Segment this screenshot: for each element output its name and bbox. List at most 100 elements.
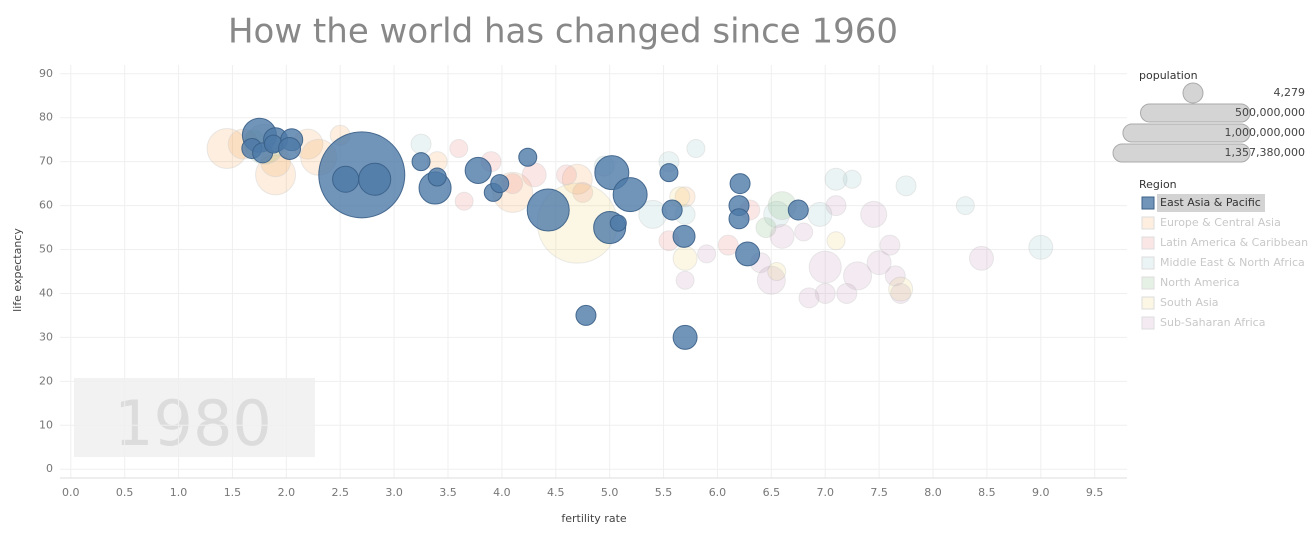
- bubble: [755, 217, 777, 239]
- y-axis-label: life expectancy: [11, 228, 24, 312]
- y-tick-label: 70: [39, 155, 53, 168]
- bubble: [794, 222, 814, 242]
- bubble: [661, 199, 683, 221]
- y-tick-label: 0: [46, 462, 53, 475]
- x-tick-label: 1.0: [170, 486, 188, 499]
- legend-swatch: [1141, 296, 1155, 310]
- x-tick-label: 9.5: [1086, 486, 1104, 499]
- legend-swatch: [1141, 216, 1155, 230]
- bubble: [449, 138, 469, 158]
- x-tick-label: 7.0: [816, 486, 834, 499]
- size-legend-title: population: [1139, 69, 1198, 82]
- x-tick-label: 0.0: [62, 486, 80, 499]
- bubble: [955, 196, 975, 216]
- size-legend-label: 500,000,000: [1235, 106, 1305, 119]
- size-legend-mark: [1112, 143, 1251, 163]
- legend-swatch: [1141, 236, 1155, 250]
- legend-swatch: [1141, 316, 1155, 330]
- legend-label: South Asia: [1160, 296, 1219, 309]
- bubble: [575, 304, 597, 326]
- y-tick-label: 30: [39, 330, 53, 343]
- color-legend-title: Region: [1139, 178, 1177, 191]
- bubble: [787, 199, 809, 221]
- bubble: [729, 173, 751, 195]
- size-legend-mark: [1122, 123, 1251, 143]
- bubble: [769, 223, 795, 249]
- x-tick-label: 4.5: [547, 486, 565, 499]
- y-tick-label: 20: [39, 374, 53, 387]
- bubble: [895, 175, 917, 197]
- bubble: [255, 154, 297, 196]
- x-tick-label: 5.0: [601, 486, 619, 499]
- legend-swatch: [1141, 256, 1155, 270]
- bubble: [697, 244, 717, 264]
- bubble: [717, 234, 739, 256]
- bubble: [518, 147, 538, 167]
- bubble: [879, 234, 901, 256]
- x-tick-label: 4.0: [493, 486, 511, 499]
- bubble: [411, 152, 431, 172]
- bubble: [860, 200, 888, 228]
- bubble: [561, 163, 593, 195]
- size-legend-mark: [1182, 82, 1204, 104]
- size-legend-label: 1,357,380,000: [1225, 146, 1305, 159]
- x-tick-label: 7.5: [870, 486, 888, 499]
- legend-label: North America: [1160, 276, 1240, 289]
- bubble: [843, 261, 873, 291]
- bubble: [612, 177, 648, 213]
- bubble: [526, 188, 570, 232]
- bubble: [659, 163, 679, 183]
- bubble: [332, 165, 360, 193]
- bubble: [358, 162, 392, 196]
- x-tick-label: 0.5: [116, 486, 134, 499]
- year-watermark: 1980: [114, 387, 272, 460]
- size-legend-label: 4,279: [1274, 86, 1306, 99]
- y-tick-label: 50: [39, 243, 53, 256]
- x-tick-label: 6.0: [709, 486, 727, 499]
- legend-label: Middle East & North Africa: [1160, 256, 1305, 269]
- bubble: [672, 324, 698, 350]
- bubble: [767, 261, 787, 282]
- bubble: [825, 195, 847, 217]
- bubble: [808, 250, 842, 284]
- legend-swatch: [1141, 196, 1155, 210]
- y-tick-label: 10: [39, 418, 53, 431]
- x-tick-label: 6.5: [763, 486, 781, 499]
- y-tick-label: 90: [39, 67, 53, 80]
- bubble: [686, 138, 706, 158]
- legend-label: Latin America & Caribbean: [1160, 236, 1308, 249]
- x-tick-label: 8.5: [978, 486, 996, 499]
- x-tick-label: 9.0: [1032, 486, 1050, 499]
- x-tick-label: 2.5: [331, 486, 349, 499]
- x-tick-label: 2.0: [278, 486, 296, 499]
- grid: 0.0 0.5 1.0 1.5 2.0 2.5 3.0 3.5 4.0 4.5 5.0 5.5 6.0 6…: [39, 65, 1127, 499]
- legend-swatch: [1141, 276, 1155, 290]
- size-legend-mark: [1140, 103, 1251, 123]
- chart-title: How the world has changed since 1960: [228, 12, 898, 52]
- legend-label: Europe & Central Asia: [1160, 216, 1281, 229]
- bubble: [728, 208, 750, 230]
- x-tick-label: 3.5: [439, 486, 457, 499]
- year-box: [74, 378, 315, 457]
- y-tick-label: 40: [39, 286, 53, 299]
- bubble: [427, 167, 447, 187]
- bubble: [807, 201, 833, 227]
- size-legend-label: 1,000,000,000: [1225, 126, 1305, 139]
- bubble: [556, 164, 578, 186]
- bubble: [756, 265, 786, 295]
- y-tick-label: 60: [39, 199, 53, 212]
- bubble: [798, 287, 820, 309]
- bubble: [842, 169, 862, 189]
- x-tick-label: 1.5: [224, 486, 242, 499]
- bubble: [836, 282, 858, 304]
- bubbles: [206, 117, 1054, 350]
- x-tick-label: 8.0: [924, 486, 942, 499]
- legend-highlight: [1157, 194, 1265, 212]
- x-axis-label: fertility rate: [561, 512, 627, 525]
- bubble: [490, 174, 510, 194]
- bubble: [672, 224, 696, 248]
- bubble: [890, 282, 912, 304]
- legend: 4,279 500,000,000 1,000,000,000 1,357,380,0…: [1112, 82, 1308, 330]
- x-tick-label: 5.5: [655, 486, 673, 499]
